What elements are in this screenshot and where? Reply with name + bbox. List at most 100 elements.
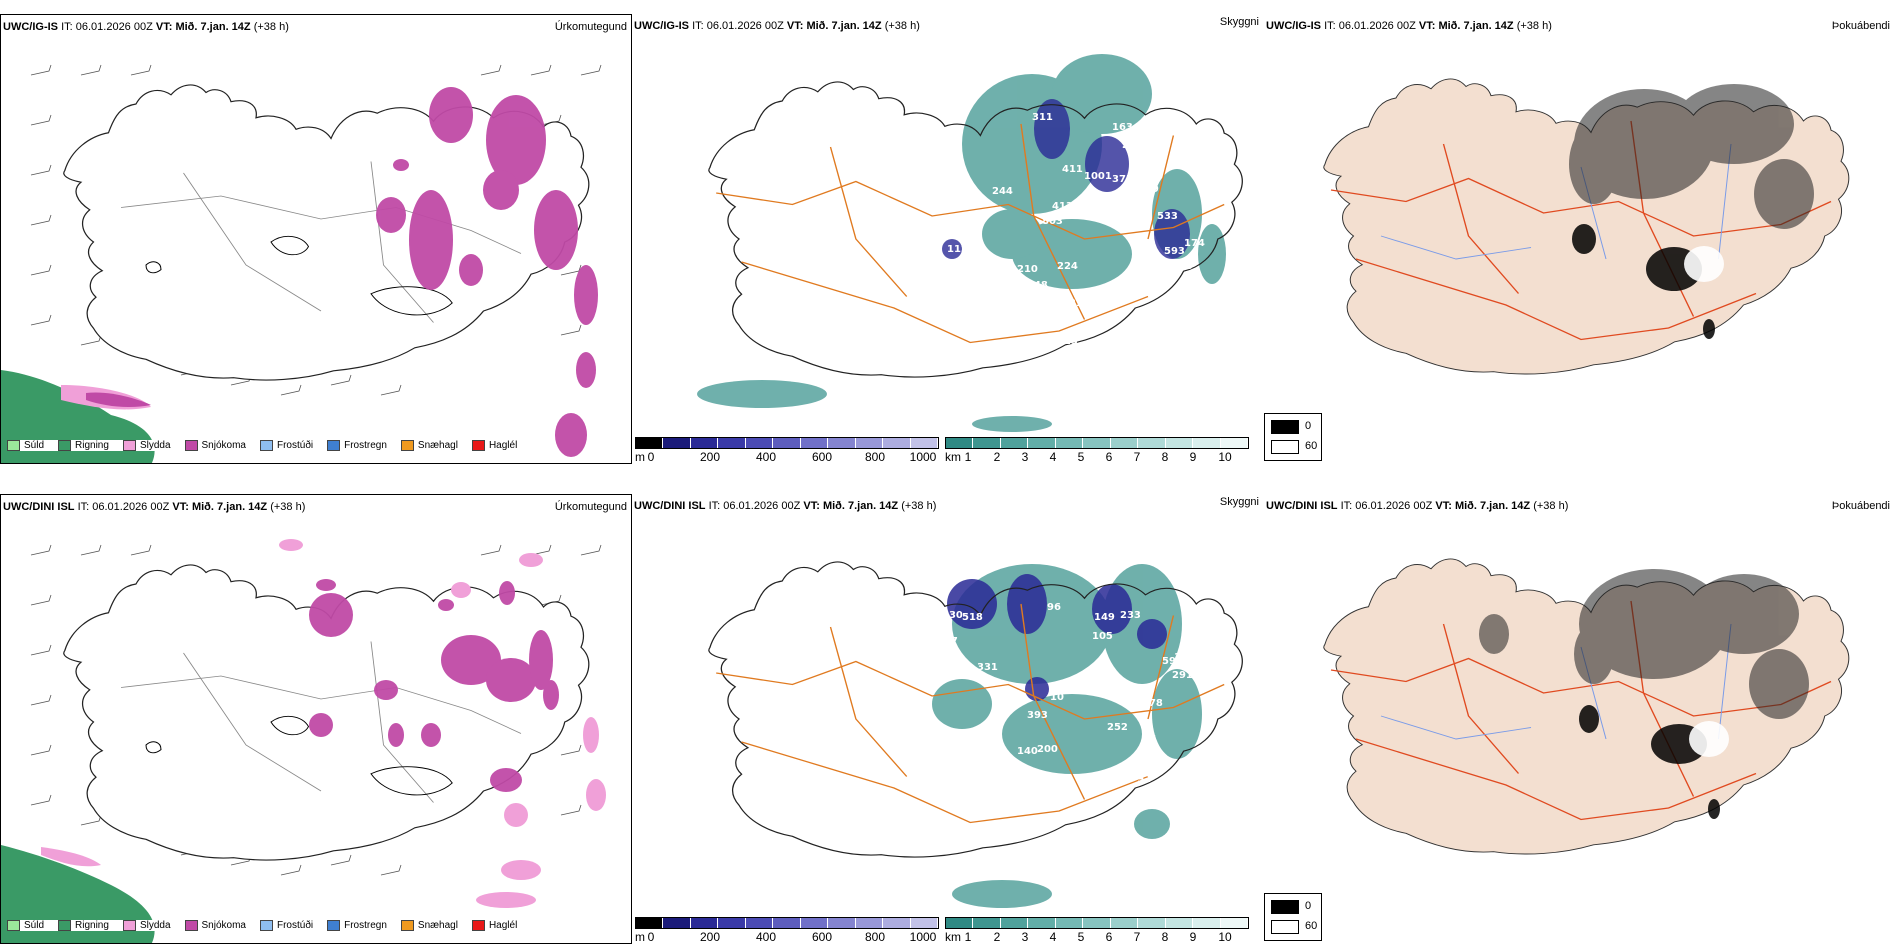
row2-header: UWC/DINI ISL IT: 06.01.2026 00Z VT: Mið.… bbox=[3, 501, 305, 513]
legend-item: Frostregn bbox=[327, 440, 387, 451]
row1-cloud-it-value: 06.01.2026 00Z bbox=[706, 20, 784, 32]
cbar-tick: 5 bbox=[1077, 450, 1085, 464]
row2-fog-header: UWC/DINI ISL IT: 06.01.2026 00Z VT: Mið.… bbox=[1266, 500, 1568, 512]
legend-swatch bbox=[58, 920, 72, 931]
row2-vt-value: Mið. 7.jan. 14Z bbox=[191, 501, 268, 513]
legend-item: Snæhagl bbox=[400, 920, 458, 931]
legend-item: Rigning bbox=[58, 920, 109, 931]
cloud-base-labels: 130 518 96 33 149 137 105 233 331 94 10 … bbox=[932, 602, 1195, 825]
legend-swatch bbox=[400, 920, 414, 931]
cbar-tick: 600 bbox=[811, 930, 833, 944]
legend-swatch bbox=[471, 440, 485, 451]
legend-item: Snjókoma bbox=[184, 440, 246, 451]
cloud-base-label: 518 bbox=[962, 612, 983, 623]
legend-swatch bbox=[184, 920, 198, 931]
cloud-base-label: 593 bbox=[1164, 246, 1185, 257]
legend-label: Snjókoma bbox=[201, 440, 246, 451]
legend-label: Rigning bbox=[75, 440, 109, 451]
row1-vt-label: VT: bbox=[155, 21, 173, 33]
cbar-unit: km bbox=[945, 450, 961, 464]
legend-item: Frostúði bbox=[259, 440, 313, 451]
cloud-base-label: 96 bbox=[1047, 602, 1061, 613]
legend-swatch bbox=[259, 920, 273, 931]
row1-cloud-vt-label: VT: bbox=[786, 20, 804, 32]
legend-label: Frostregn bbox=[344, 440, 387, 451]
row2-it-value: 06.01.2026 00Z bbox=[92, 501, 170, 513]
cbar-tick: 800 bbox=[864, 450, 886, 464]
cloud-base-label: 59 bbox=[1162, 656, 1176, 667]
cbar-seg bbox=[1028, 918, 1056, 928]
legend-label: Snæhagl bbox=[417, 920, 458, 931]
cbar-seg bbox=[883, 438, 911, 448]
cbar-seg bbox=[1110, 438, 1139, 448]
cbar-seg bbox=[1000, 918, 1029, 928]
cbar-tick: 600 bbox=[811, 450, 833, 464]
legend-item: Slydda bbox=[122, 440, 171, 451]
cloudbase-colorbar-row1 bbox=[635, 437, 939, 449]
fog-panel-row2: UWC/DINI ISL IT: 06.01.2026 00Z VT: Mið.… bbox=[1264, 494, 1900, 944]
fog-key-swatch-low bbox=[1271, 440, 1299, 454]
cbar-tick: 800 bbox=[864, 930, 886, 944]
legend-label: Frostregn bbox=[344, 920, 387, 931]
visibility-colorbar-row1 bbox=[945, 437, 1249, 449]
legend-item: Frostregn bbox=[327, 920, 387, 931]
cloud-base-label: 331 bbox=[977, 662, 998, 673]
cloud-base-label: 137 bbox=[937, 636, 958, 647]
row1-it-value: 06.01.2026 00Z bbox=[75, 21, 153, 33]
row1-fog-it-value: 06.01.2026 00Z bbox=[1338, 20, 1416, 32]
fog-panel-row1: UWC/IG-IS IT: 06.01.2026 00Z VT: Mið. 7.… bbox=[1264, 14, 1900, 464]
cloudbase-colorbar-row2 bbox=[635, 917, 939, 929]
cbar-seg bbox=[800, 438, 829, 448]
legend-swatch bbox=[7, 440, 20, 451]
cloud-base-label: 321 bbox=[1062, 298, 1083, 309]
fog-key-label-high: 0 bbox=[1305, 420, 1312, 432]
row1-lead: (+38 h) bbox=[253, 21, 289, 33]
cbar-seg bbox=[973, 918, 1001, 928]
cloud-title-row1: Skyggni bbox=[1219, 16, 1259, 28]
cbar-tick: 0 bbox=[647, 930, 655, 944]
fog-map-row2 bbox=[1323, 558, 1850, 855]
sleet-areas bbox=[279, 539, 606, 908]
low-cloud-base bbox=[942, 99, 1190, 259]
legend-item: Slydda bbox=[122, 920, 171, 931]
fog-key-swatch-high bbox=[1271, 420, 1299, 434]
cbar-tick: 7 bbox=[1133, 450, 1141, 464]
cbar-seg bbox=[1193, 438, 1221, 448]
legend-label: Frostúði bbox=[276, 920, 314, 931]
cbar-seg bbox=[855, 438, 884, 448]
legend-label: Slydda bbox=[139, 440, 171, 451]
cbar-tick: 1000 bbox=[909, 450, 937, 464]
cloud-base-label: 311 bbox=[1032, 112, 1053, 123]
rain-areas bbox=[1, 370, 155, 463]
cbar-seg bbox=[828, 438, 856, 448]
cbar-tick: 10 bbox=[1218, 930, 1232, 944]
cbar-seg bbox=[946, 438, 974, 448]
legend-swatch bbox=[184, 440, 198, 451]
fog-index-areas bbox=[1479, 569, 1809, 719]
cbar-seg bbox=[690, 918, 719, 928]
row1-fog-vt-label: VT: bbox=[1418, 20, 1436, 32]
cloud-base-label: 33 bbox=[932, 662, 946, 673]
cloud-base-label: 393 bbox=[1027, 710, 1048, 721]
legend-swatch bbox=[122, 920, 136, 931]
precip-panel-row1: UWC/IG-IS IT: 06.01.2026 00Z VT: Mið. 7.… bbox=[0, 14, 632, 464]
row1-fog-vt-value: Mið. 7.jan. 14Z bbox=[1438, 20, 1514, 32]
precip-title-row2: Úrkomutegund bbox=[554, 501, 627, 513]
precip-map-row1 bbox=[1, 64, 602, 463]
legend-item: Haglél bbox=[471, 440, 517, 451]
cbar-tick: 200 bbox=[699, 450, 721, 464]
legend-item: Súld bbox=[7, 440, 44, 451]
cbar-tick: 0 bbox=[647, 450, 655, 464]
cbar-seg bbox=[1220, 918, 1248, 928]
legend-label: Snæhagl bbox=[417, 440, 458, 451]
row2-cloud-lead: (+38 h) bbox=[901, 500, 937, 512]
cbar-seg bbox=[690, 438, 719, 448]
cloud-base-label: 244 bbox=[992, 186, 1013, 197]
cbar-tick: 6 bbox=[1105, 450, 1113, 464]
cbar-tick: 1 bbox=[964, 930, 972, 944]
low-cloud-base bbox=[947, 574, 1167, 701]
cloud-base-label: 252 bbox=[1107, 722, 1128, 733]
fog-index-areas bbox=[1569, 84, 1814, 229]
fog-clear-areas bbox=[1684, 246, 1724, 282]
cbar-seg bbox=[910, 438, 938, 448]
